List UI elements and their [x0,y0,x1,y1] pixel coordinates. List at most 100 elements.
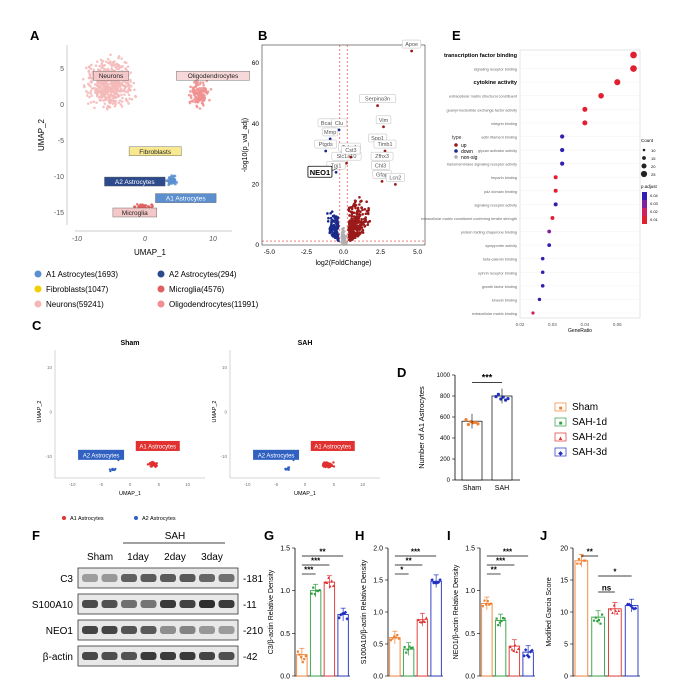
umap-point [99,58,103,62]
umap-point [120,93,123,97]
umap-point [87,69,91,73]
term-label: transcription factor binding [444,53,518,59]
legend-swatch [157,300,165,308]
x-tick-label: 5.0 [413,249,422,256]
legend-label: Microglia(4576) [169,285,224,294]
panel-letter-i: I [447,528,451,543]
blot-kda-label: -11 [243,600,257,611]
blot-band [199,652,215,660]
umap-point [86,102,90,105]
gene-label-box [331,118,347,128]
volcano-point [352,236,356,239]
umap-point [104,96,108,100]
legend-title: type [452,135,462,141]
blot-band [160,626,176,634]
colorbar-label: 0.03 [650,201,659,206]
bar [416,619,429,677]
volcano-point [359,200,362,203]
umap-point [117,101,121,105]
umap-point [103,102,107,106]
data-point: ■ [503,616,506,621]
data-point: ■ [502,616,505,621]
gene-label-box [375,115,392,125]
data-point: ▲ [508,644,512,649]
volcano-point [348,234,351,237]
umap-point [123,60,127,64]
y-tick-label: 1.0 [373,610,383,617]
umap-point [119,103,123,106]
blot-band [160,600,176,608]
volcano-point [355,210,359,213]
legend-label: A1 Astrocytes [70,516,104,522]
volcano-point [343,242,347,245]
gene-point [382,125,385,129]
data-point: ◆ [634,605,638,610]
gene-label: Mmp [324,130,336,136]
umap-point [98,89,101,93]
legend-box [554,417,567,427]
term-dot [540,270,545,275]
term-dot [560,134,565,139]
panel-letter-h: H [355,528,364,543]
legend-swatch [642,156,646,160]
y-tick-label: -10 [54,174,64,181]
umap-point [149,465,152,468]
data-point [469,420,473,424]
data-point: ■ [398,636,401,641]
umap-point [105,92,109,96]
cluster-label-box [104,176,166,187]
blot-band [140,626,157,634]
umap-point [152,463,156,467]
umap-point [202,98,206,101]
volcano-point [353,216,357,220]
umap-point [106,86,109,89]
x-axis-label: UMAP_1 [134,248,167,257]
umap-point [109,99,112,103]
data-point: ▲ [424,615,428,620]
x-tick-label: 0.0 [339,249,348,256]
cluster-label: Microglia [122,210,148,217]
term-dot [582,120,588,126]
y-tick-label: 20 [252,181,260,188]
legend-symbol: ◆ [558,451,563,457]
data-point: ▲ [513,643,517,648]
bar [608,608,622,677]
significance-label: * [613,568,617,577]
volcano-point [360,226,364,229]
umap-point [174,182,177,186]
data-point: ◆ [526,653,530,658]
data-point: ▲ [510,646,514,651]
data-point: ▲ [516,646,520,651]
umap-point [202,83,205,87]
colorbar-segment [642,192,647,200]
umap-point [86,82,90,86]
term-label: protein folding chaperone binding [461,231,517,235]
legend-label: A2 Astrocytes [142,516,176,522]
gene-label-box [341,145,361,155]
blot-row-label: C3 [60,574,73,585]
umap-point [122,89,126,92]
term-dot [537,297,542,302]
gene-label: Apoe [405,42,418,48]
y-tick-label: 10 [560,610,568,617]
y-axis-label: Modified Garcia Score [546,577,553,646]
neo1-highlight-box [307,165,333,178]
blot-kda-label: -181 [243,574,263,585]
term-label: signaling receptor activity [474,203,517,207]
volcano-point [360,206,363,209]
data-point: ■ [483,598,486,603]
cluster-label: A1 Astrocytes [314,444,351,450]
y-tick-label: 0 [447,478,451,484]
umap-point [120,105,124,108]
umap-point [208,98,211,102]
gene-label: Tpi1 [331,163,342,169]
umap-point [140,204,143,207]
data-point: ◆ [339,612,343,617]
cluster-label-box [310,440,355,451]
volcano-point [367,208,371,212]
umap-point [201,101,204,105]
data-point: ■ [300,654,303,659]
y-tick-label: 1.5 [465,546,475,553]
umap-point [100,66,103,69]
umap-point [135,202,139,206]
